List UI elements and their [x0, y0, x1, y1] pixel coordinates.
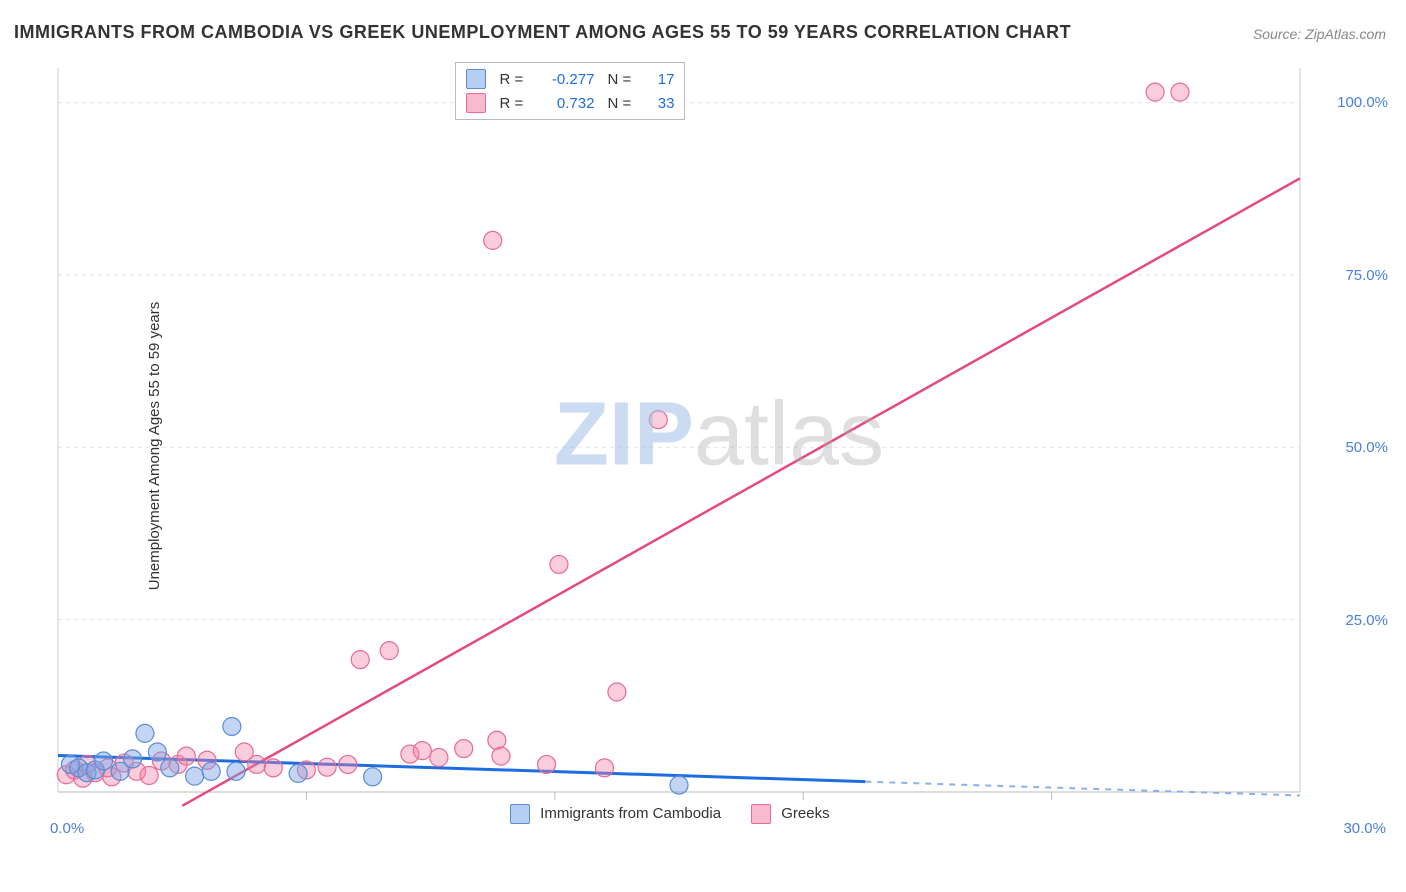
chart-title: IMMIGRANTS FROM CAMBODIA VS GREEK UNEMPL…	[14, 22, 1071, 43]
stats-row-blue: R = -0.277 N = 17	[466, 67, 674, 91]
legend-swatch-pink	[751, 804, 771, 824]
stats-n-value-blue: 17	[644, 71, 674, 88]
y-axis-tick: 50.0%	[1345, 439, 1388, 456]
source-name: ZipAtlas.com	[1305, 26, 1386, 42]
stats-n-label-blue: N =	[604, 71, 634, 88]
legend-swatch-blue	[510, 804, 530, 824]
x-axis-tick-left: 0.0%	[50, 820, 84, 837]
stats-r-label-pink: R =	[496, 95, 526, 112]
y-axis-tick: 75.0%	[1345, 267, 1388, 284]
stats-r-value-pink: 0.732	[536, 95, 594, 112]
legend-item-pink[interactable]: Greeks	[751, 804, 830, 824]
legend-label-blue: Immigrants from Cambodia	[540, 805, 721, 822]
stats-n-label-pink: N =	[604, 95, 634, 112]
x-axis-legend: Immigrants from Cambodia Greeks	[510, 804, 830, 824]
stats-r-value-blue: -0.277	[536, 71, 594, 88]
legend-item-blue[interactable]: Immigrants from Cambodia	[510, 804, 721, 824]
stats-swatch-blue	[466, 69, 486, 89]
x-axis-tick-right: 30.0%	[1343, 820, 1386, 837]
stats-swatch-pink	[466, 93, 486, 113]
scatter-plot: ZIPatlas R = -0.277 N = 17 R = 0.732 N =…	[48, 62, 1390, 840]
y-axis-tick: 100.0%	[1337, 94, 1388, 111]
stats-legend-box[interactable]: R = -0.277 N = 17 R = 0.732 N = 33	[455, 62, 685, 120]
source-prefix: Source:	[1253, 26, 1305, 42]
chart-source: Source: ZipAtlas.com	[1253, 26, 1386, 42]
legend-label-pink: Greeks	[781, 805, 829, 822]
stats-r-label-blue: R =	[496, 71, 526, 88]
y-axis-tick: 25.0%	[1345, 612, 1388, 629]
stats-row-pink: R = 0.732 N = 33	[466, 91, 674, 115]
stats-n-value-pink: 33	[644, 95, 674, 112]
chart-canvas	[48, 62, 1390, 840]
